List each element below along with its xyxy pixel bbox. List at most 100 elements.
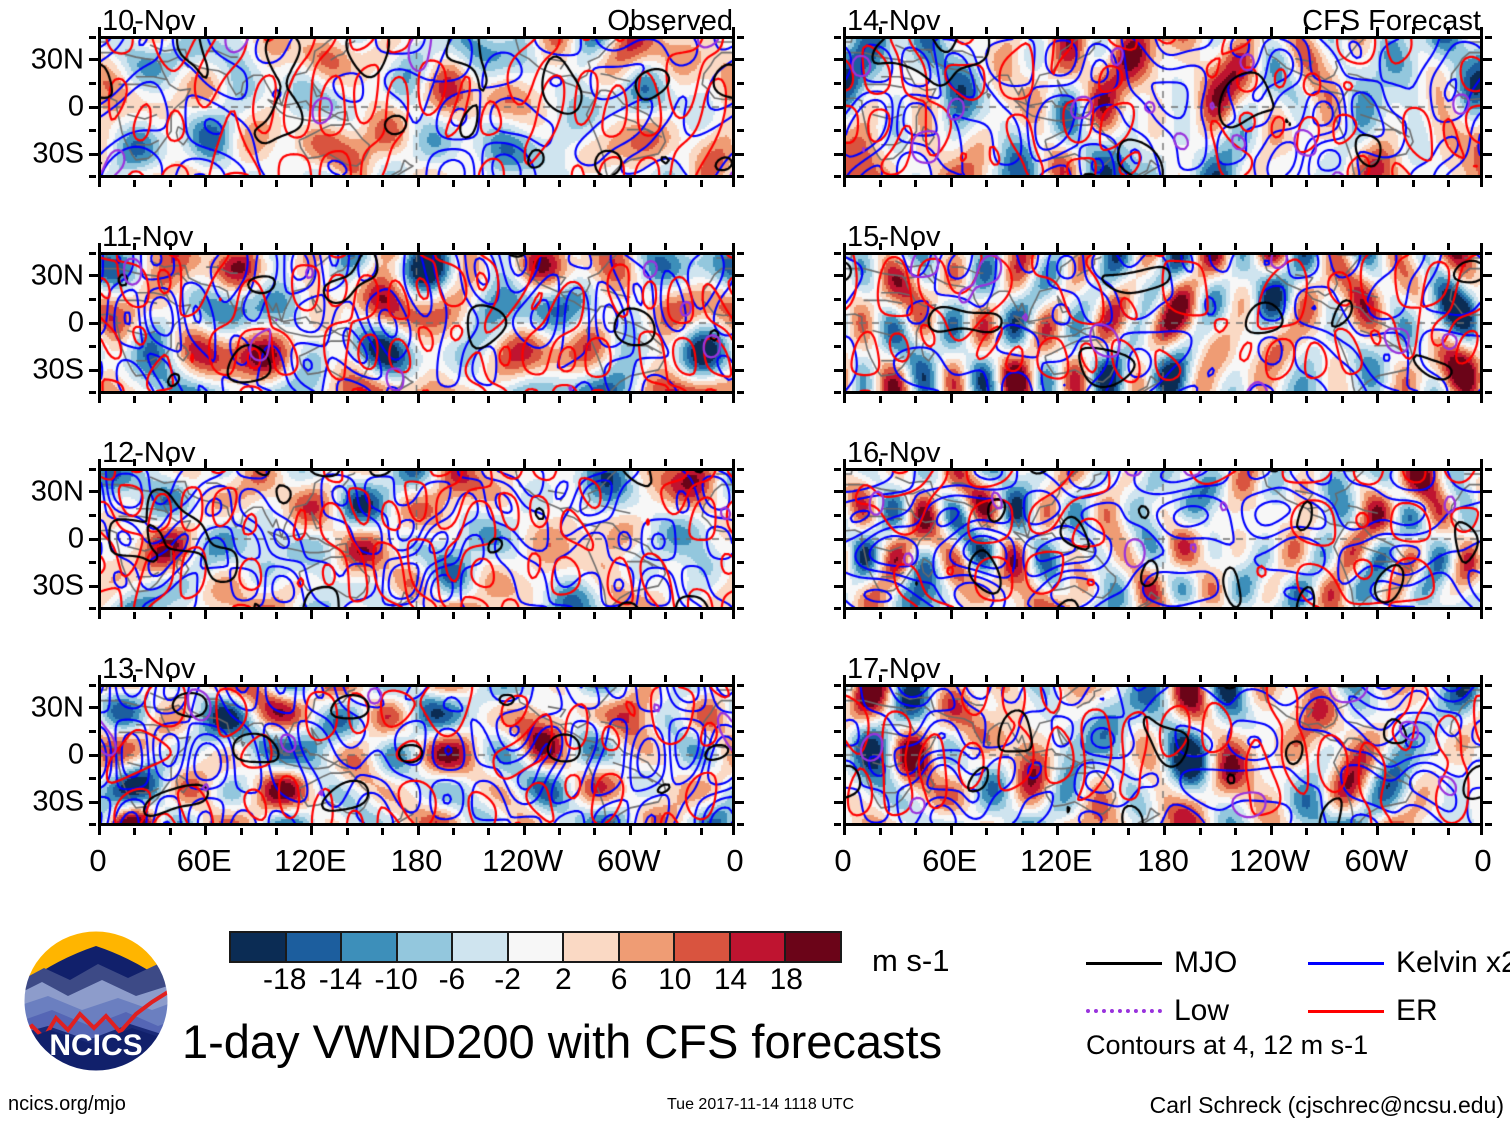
x-axis-tick: [1447, 612, 1451, 619]
ncics-logo-svg: NCICS: [23, 930, 169, 1072]
contour-legend-label: ER: [1396, 994, 1438, 1027]
x-axis-tick: [1198, 612, 1202, 619]
x-axis-tick: [1411, 27, 1415, 34]
y-axis-tick: [737, 823, 744, 826]
y-axis-tick: [834, 706, 845, 710]
x-axis-tick: [628, 608, 632, 619]
x-axis-tick: [949, 27, 953, 38]
x-axis-tick: [1091, 612, 1095, 619]
y-axis-tick: [89, 753, 100, 757]
x-axis-tick: [522, 176, 526, 187]
colorbar-swatch: [286, 933, 343, 961]
x-axis-tick: [381, 27, 385, 34]
x-axis-tick: [699, 27, 703, 34]
x-axis-tick: [522, 608, 526, 619]
y-axis-tick: [89, 468, 96, 471]
x-axis-tick: [1091, 243, 1095, 250]
y-axis-label: 0: [67, 90, 84, 123]
colorbar-units-label: m s-1: [872, 943, 950, 978]
x-axis-tick: [310, 459, 314, 470]
x-axis-tick: [593, 180, 597, 187]
x-axis-tick: [1340, 396, 1344, 403]
x-axis-tick: [699, 459, 703, 466]
y-axis-tick: [1481, 800, 1492, 804]
x-axis-tick: [1056, 824, 1060, 835]
map-plot-area: [843, 252, 1483, 394]
x-axis-tick: [628, 176, 632, 187]
x-axis-tick: [1411, 828, 1415, 835]
x-axis-tick: [381, 396, 385, 403]
y-axis-tick: [89, 152, 100, 156]
y-axis-tick: [89, 252, 96, 255]
x-axis-tick: [239, 180, 243, 187]
x-axis-tick: [98, 27, 101, 38]
x-axis-label: 180: [1137, 843, 1189, 878]
map-field-canvas: [101, 471, 732, 607]
x-axis-label: 0: [89, 843, 107, 878]
x-axis-tick: [1269, 459, 1273, 470]
x-axis-tick: [1480, 392, 1483, 403]
contour-legend-item-low: Low: [1086, 995, 1229, 1027]
x-axis-tick: [1020, 243, 1024, 250]
map-panel-14-nov: 14-Nov CFS Forecast: [834, 6, 1492, 187]
y-axis-tick: [89, 684, 96, 687]
map-panel-13-nov: 13-Nov 30N 0 30S: [31, 654, 744, 835]
x-axis-tick: [1020, 675, 1024, 682]
x-axis-tick: [274, 180, 278, 187]
x-axis-tick: [1056, 675, 1060, 686]
x-axis-tick: [1198, 243, 1202, 250]
y-axis-tick: [89, 490, 100, 494]
y-axis-tick: [733, 58, 744, 62]
x-axis-tick: [914, 828, 918, 835]
x-axis-tick: [1340, 675, 1344, 682]
x-axis-tick: [1163, 608, 1166, 619]
x-axis-tick: [487, 396, 491, 403]
y-axis-tick: [737, 129, 744, 133]
y-axis-tick: [1485, 129, 1492, 133]
x-axis-tick: [732, 824, 735, 835]
y-axis-tick: [1485, 36, 1492, 39]
map-plot-area: [843, 36, 1483, 178]
y-axis-tick: [834, 321, 845, 325]
panel-date-label: 15-Nov: [847, 221, 941, 253]
contour-legend-note: Contours at 4, 12 m s-1: [1086, 1030, 1369, 1060]
x-axis-tick: [168, 396, 172, 403]
x-axis-tick: [204, 608, 208, 619]
x-axis-tick: [593, 612, 597, 619]
x-axis-tick: [381, 459, 385, 466]
y-axis-tick: [89, 368, 100, 372]
x-axis-tick: [664, 675, 668, 682]
x-axis-tick: [1305, 27, 1309, 34]
colorbar-swatch: [508, 933, 565, 961]
map-panel-17-nov: 17-Nov: [834, 654, 1492, 835]
x-axis-tick: [522, 675, 526, 686]
x-axis-tick: [843, 824, 846, 835]
page-title: 1-day VWND200 with CFS forecasts: [182, 1015, 943, 1068]
x-axis-tick: [664, 27, 668, 34]
colorbar-tick-label: 2: [555, 963, 572, 996]
x-axis-tick: [985, 675, 989, 682]
colorbar-swatches: [229, 931, 842, 963]
y-axis-tick: [737, 345, 744, 349]
x-axis-tick: [310, 243, 314, 254]
x-axis-tick: [1340, 27, 1344, 34]
x-axis-tick: [310, 27, 314, 38]
x-axis-tick: [168, 459, 172, 466]
contour-legend-item-er: ER: [1308, 995, 1438, 1027]
x-axis-tick: [914, 612, 918, 619]
y-axis-tick: [834, 490, 845, 494]
x-axis-tick: [914, 675, 918, 682]
contour-legend-line-swatch: [1308, 1009, 1384, 1013]
x-axis-tick: [1091, 828, 1095, 835]
map-field-canvas: [846, 39, 1480, 175]
x-axis-tick: [133, 180, 137, 187]
ncics-logo-wordmark: NCICS: [49, 1029, 142, 1062]
map-field-canvas: [846, 471, 1480, 607]
y-axis-tick: [1485, 175, 1492, 178]
y-axis-tick: [733, 368, 744, 372]
colorbar-tick-label: -14: [318, 963, 363, 996]
y-axis-tick: [834, 152, 845, 156]
x-axis-tick: [1163, 459, 1166, 470]
y-axis-tick: [1485, 297, 1492, 301]
x-axis-tick: [274, 675, 278, 682]
